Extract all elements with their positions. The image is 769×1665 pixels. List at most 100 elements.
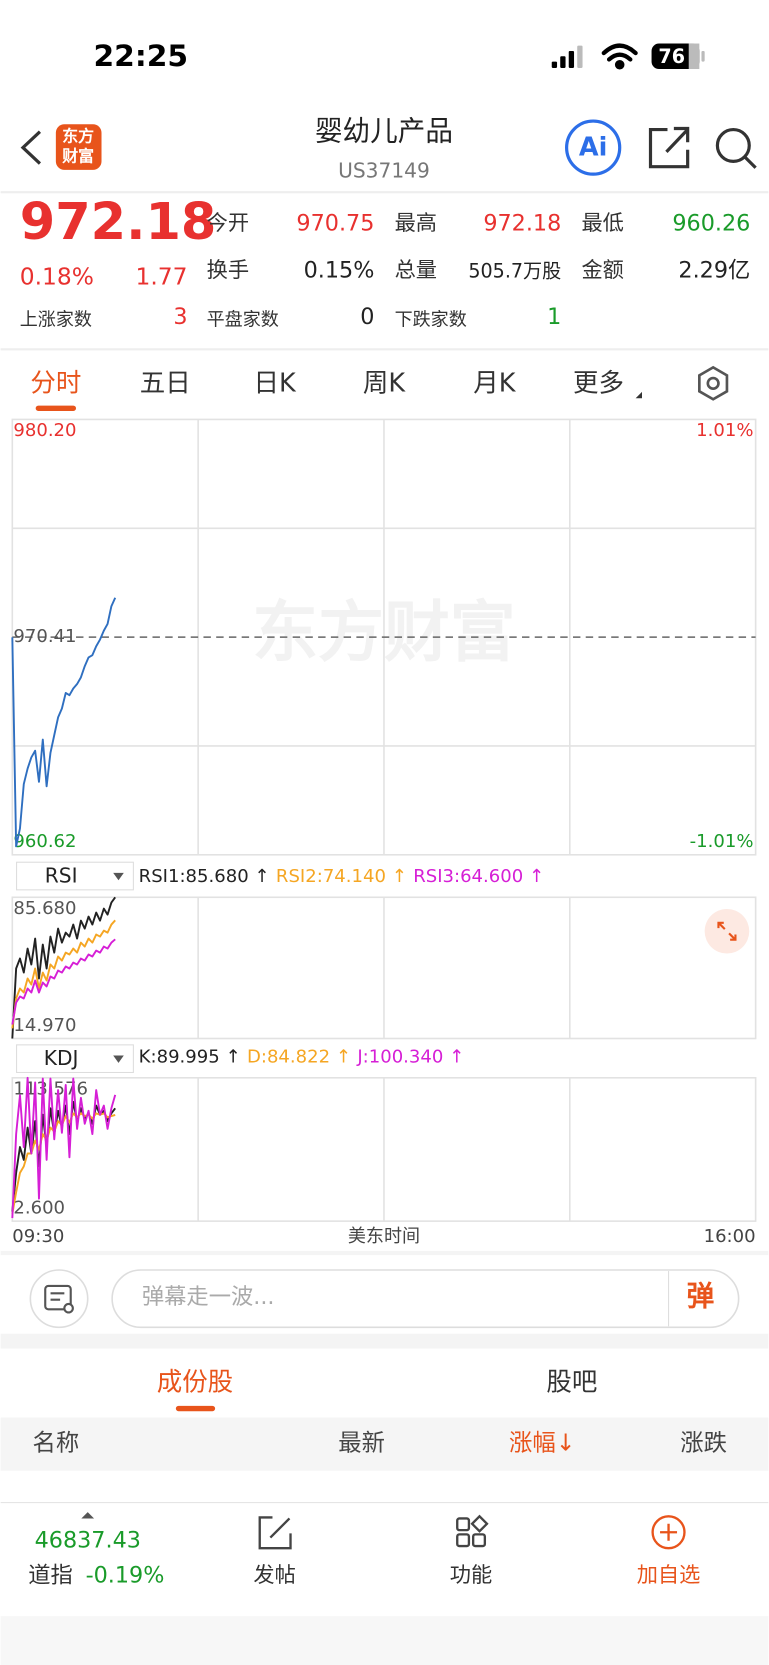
legend-entry: RSI1:85.680 ↑: [139, 866, 270, 887]
stat-value: 960.26: [672, 211, 750, 237]
y2-tick-label: 1.01%: [696, 420, 753, 441]
expand-mark: [81, 1512, 95, 1519]
bottom-item[interactable]: 发帖: [253, 1563, 295, 1588]
bottom-item[interactable]: 加自选: [637, 1563, 701, 1588]
signal: [551, 45, 583, 68]
y2-tick-label: -1.01%: [690, 831, 754, 852]
bottom-item[interactable]: 功能: [450, 1563, 492, 1588]
search-button[interactable]: [715, 127, 757, 169]
stat-value: 2.29亿: [678, 257, 750, 283]
indicator-select[interactable]: [16, 861, 134, 891]
stat-label: 下跌家数: [395, 310, 467, 331]
logo-text: 东方: [62, 126, 94, 145]
stat-value: 505.7万股: [468, 259, 561, 282]
period-tab[interactable]: 更多: [573, 368, 624, 398]
list-tab[interactable]: 成份股: [157, 1368, 233, 1398]
change-pct: 0.18%: [20, 263, 94, 291]
column-header[interactable]: 涨跌: [680, 1429, 727, 1457]
data-line: [11, 597, 117, 848]
stat-value: 972.18: [483, 211, 561, 237]
status-time: 22:25: [93, 39, 188, 74]
y-tick-label: 85.680: [13, 898, 76, 919]
indicator-select[interactable]: [16, 1044, 134, 1074]
dropdown-mark: [113, 1055, 124, 1063]
battery: [651, 43, 700, 70]
index-change[interactable]: -0.19%: [86, 1562, 165, 1588]
barrage-button[interactable]: 弹: [687, 1280, 715, 1313]
stock-code: US37149: [338, 159, 430, 183]
stat-label: 最高: [395, 211, 437, 236]
stat-value: 970.75: [296, 211, 374, 237]
column-header[interactable]: 涨幅↓: [509, 1429, 575, 1457]
indicator-name[interactable]: KDJ: [44, 1046, 79, 1070]
column-header[interactable]: 最新: [338, 1429, 385, 1457]
stat-value: 1: [547, 304, 561, 330]
ai-label[interactable]: Ai: [579, 133, 607, 163]
comment-placeholder[interactable]: 弹幕走一波...: [142, 1284, 275, 1310]
legend-entry: K:89.995 ↑: [139, 1047, 241, 1068]
function-icon: [456, 1514, 489, 1548]
expand-icon: [717, 921, 737, 941]
indicator-name[interactable]: RSI: [45, 864, 78, 888]
settings-button[interactable]: [698, 365, 729, 401]
back-button[interactable]: [20, 130, 42, 165]
data-line: [11, 896, 116, 1039]
legend-entry: J:100.340 ↑: [356, 1047, 464, 1068]
comment-input[interactable]: [111, 1269, 740, 1329]
add-icon: [651, 1515, 686, 1550]
change: 1.77: [136, 263, 188, 291]
ai-button[interactable]: [565, 119, 622, 176]
logo-text: 财富: [62, 147, 94, 166]
tab-underline: [35, 405, 77, 411]
stat-label: 总量: [395, 258, 437, 283]
column-header[interactable]: 名称: [32, 1429, 79, 1457]
data-line: [11, 1076, 117, 1219]
period-tab[interactable]: 月K: [473, 368, 516, 398]
stat-label: 最低: [581, 211, 623, 236]
x-tick-label: 16:00: [704, 1226, 756, 1247]
logo: [55, 124, 102, 170]
x-tick-label: 09:30: [12, 1226, 64, 1247]
y-tick-label: 14.970: [13, 1015, 76, 1036]
wifi: [601, 43, 638, 70]
post-icon: [258, 1516, 292, 1550]
barrage-icon: [44, 1284, 74, 1314]
y-tick-label: 960.62: [13, 831, 76, 852]
stat-label: 换手: [207, 258, 249, 283]
index-value[interactable]: 46837.43: [35, 1527, 141, 1553]
battery-tip: [701, 50, 705, 62]
data-line: [11, 938, 116, 1025]
last-price: 972.18: [20, 193, 217, 252]
stat-value: 3: [173, 304, 187, 330]
period-tab[interactable]: 五日: [140, 368, 191, 398]
title: 婴幼儿产品: [315, 115, 453, 148]
index-name[interactable]: 道指: [28, 1562, 73, 1588]
legend-entry: D:84.822 ↑: [247, 1047, 351, 1068]
table-header: [0, 1417, 769, 1471]
share-button[interactable]: [648, 126, 690, 169]
expand-button[interactable]: [704, 908, 750, 954]
stat-label: 上涨家数: [20, 310, 92, 331]
data-line: [11, 919, 116, 1029]
watermark: 东方财富: [252, 594, 515, 671]
battery-level: 76: [658, 45, 685, 68]
stat-label: 金额: [581, 258, 623, 283]
y-tick-label: 970.41: [13, 626, 76, 647]
period-tab[interactable]: 周K: [363, 368, 406, 398]
stat-label: 今开: [207, 211, 249, 236]
stat-value: 0.15%: [304, 257, 375, 283]
x-axis-label: 美东时间: [348, 1226, 420, 1247]
y-tick-label: 2.600: [13, 1197, 65, 1218]
divider: [0, 1250, 769, 1256]
dropdown-mark: [113, 872, 124, 881]
list-tab[interactable]: 股吧: [546, 1368, 597, 1398]
divider: [0, 1333, 769, 1349]
battery-empty: [688, 43, 700, 70]
legend-entry: RSI3:64.600 ↑: [413, 866, 544, 887]
period-tab[interactable]: 日K: [254, 368, 297, 398]
y-tick-label: 980.20: [13, 420, 76, 441]
period-tab[interactable]: 分时: [30, 368, 81, 398]
tab-underline: [175, 1405, 216, 1412]
